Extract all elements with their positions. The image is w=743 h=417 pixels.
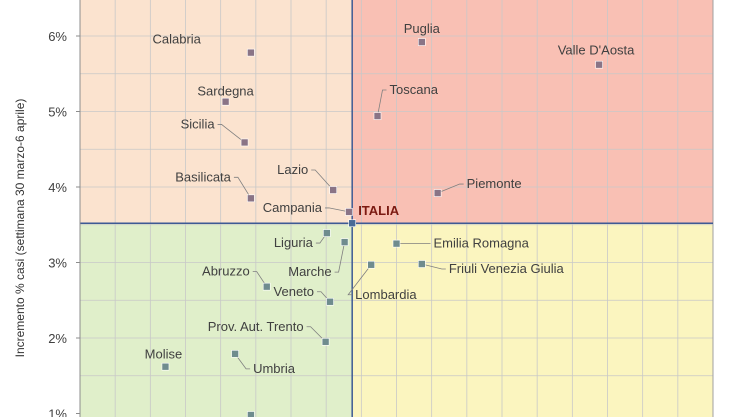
- leader-line: [233, 176, 252, 199]
- marker-sardegna: [221, 97, 230, 106]
- marker-friuli-venezia-giulia: [418, 260, 426, 268]
- leader-line: [421, 263, 446, 270]
- y-tick-label: 3%: [48, 256, 67, 271]
- point-label: Puglia: [404, 21, 441, 36]
- point-label: Liguria: [274, 235, 314, 250]
- marker-puglia: [418, 38, 426, 46]
- leader-lines: [217, 89, 464, 370]
- marker-abruzzo: [262, 282, 271, 291]
- reference-label: ITALIA: [358, 203, 400, 218]
- leader-line: [217, 124, 245, 143]
- leader-line: [347, 264, 372, 296]
- data-markers: [161, 38, 603, 417]
- marker-italia: [348, 219, 356, 228]
- leader-line: [252, 271, 268, 287]
- point-label: Lombardia: [355, 287, 417, 302]
- point-label: Toscana: [390, 82, 439, 97]
- grid-lines: [80, 0, 714, 417]
- leader-line: [334, 242, 345, 273]
- marker-sicilia: [240, 138, 249, 147]
- leader-line: [306, 326, 326, 343]
- marker-calabria: [247, 48, 255, 57]
- point-label: Calabria: [152, 32, 201, 47]
- marker-veneto: [326, 297, 334, 306]
- y-tick-label: 6%: [48, 29, 67, 44]
- leader-line: [437, 183, 464, 194]
- y-tick-label: 2%: [48, 331, 67, 346]
- point-label: Sardegna: [197, 84, 254, 99]
- marker-liguria: [323, 229, 331, 237]
- marker-umbria: [231, 350, 239, 358]
- y-axis-ticks: 1% 2% 3% 4% 5% 6%: [48, 29, 80, 417]
- marker-molise: [161, 362, 170, 371]
- y-tick-label: 1%: [48, 407, 67, 417]
- point-label: Marche: [288, 264, 331, 279]
- marker-lombardia: [367, 260, 375, 269]
- quadrant-bottom-left: [80, 223, 353, 417]
- point-label: Piemonte: [467, 176, 522, 191]
- marker-unlabeled: [247, 411, 255, 417]
- marker-toscana: [373, 112, 382, 120]
- marker-campania: [345, 208, 353, 216]
- leader-line: [325, 207, 350, 213]
- y-tick-label: 4%: [48, 180, 67, 195]
- marker-piemonte: [433, 189, 442, 197]
- marker-lazio: [329, 186, 338, 194]
- point-label: Lazio: [277, 162, 308, 177]
- point-label: Basilicata: [175, 169, 231, 184]
- quadrant-bottom-right: [352, 223, 713, 417]
- point-label: Sicilia: [181, 116, 216, 131]
- point-label: Abruzzo: [202, 264, 250, 279]
- marker-emilia-romagna: [392, 239, 401, 248]
- point-label: Campania: [263, 200, 323, 215]
- marker-basilicata: [247, 194, 255, 203]
- marker-prov-aut-trento: [321, 337, 330, 346]
- point-label: Emilia Romagna: [434, 236, 530, 251]
- leader-line: [234, 353, 251, 370]
- point-label: Veneto: [274, 284, 315, 299]
- point-label: Molise: [145, 347, 183, 362]
- marker-marche: [340, 238, 349, 246]
- y-tick-label: 5%: [48, 105, 67, 120]
- leader-line: [311, 169, 334, 191]
- point-label: Umbria: [253, 361, 296, 376]
- point-label: Valle D'Aosta: [558, 43, 635, 58]
- point-labels: Calabria Puglia Valle D'Aosta Sardegna Tosca…: [145, 21, 635, 376]
- point-label: Prov. Aut. Trento: [208, 319, 304, 334]
- marker-valle-d-aosta: [595, 60, 603, 69]
- point-label: Friuli Venezia Giulia: [449, 261, 565, 276]
- leader-line: [377, 89, 387, 117]
- y-axis-label: Incremento % casi (settimana 30 marzo-6 …: [13, 99, 27, 358]
